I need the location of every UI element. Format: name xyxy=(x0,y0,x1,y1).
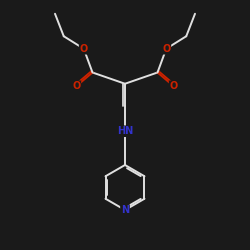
Text: O: O xyxy=(72,81,80,91)
Text: O: O xyxy=(80,44,88,54)
Text: HN: HN xyxy=(117,126,133,136)
Text: O: O xyxy=(162,44,170,54)
Text: O: O xyxy=(170,81,178,91)
Text: N: N xyxy=(121,205,129,215)
